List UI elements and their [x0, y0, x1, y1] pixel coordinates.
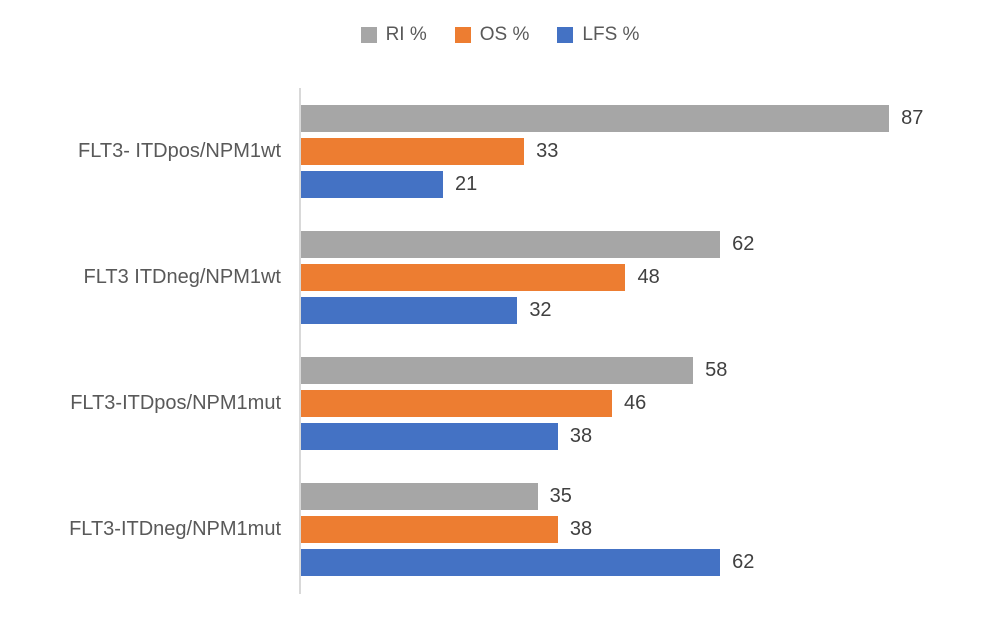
bar-value-label: 21	[454, 173, 478, 195]
legend-item: OS %	[454, 24, 530, 46]
category-group: 58 46 38	[301, 357, 977, 450]
bar-value-label: 58	[705, 359, 728, 381]
category-group: 62 48 32	[301, 231, 977, 324]
category-axis: FLT3- ITDpos/NPM1wt FLT3 ITDneg/NPM1wt FLT…	[0, 88, 299, 594]
legend-item: RI %	[360, 24, 427, 46]
bar-row: 35	[301, 483, 977, 510]
category-label: FLT3-ITDpos/NPM1mut	[70, 392, 281, 414]
bar-row: 38	[301, 516, 977, 543]
bar-ri	[301, 357, 694, 384]
legend-swatch-icon	[454, 27, 471, 43]
bar-value-label: 32	[529, 299, 552, 321]
legend-label: RI %	[385, 24, 427, 45]
category-label: FLT3- ITDpos/NPM1wt	[78, 140, 281, 162]
bar-value-label: 38	[569, 518, 593, 540]
bar-row: 87	[301, 105, 977, 132]
bar-row: 58	[301, 357, 977, 384]
bar-value-label: 62	[732, 551, 755, 573]
bar-lfs	[301, 423, 558, 450]
bar-row: 62	[301, 549, 977, 576]
bar-value-label: 38	[569, 425, 593, 447]
bars-area: 87 33 21 62 48 32 58 46 38 35 38 62	[299, 88, 977, 594]
legend-swatch-icon	[360, 27, 377, 43]
bar-value-label: 46	[623, 392, 647, 414]
bar-lfs	[301, 549, 721, 576]
bar-value-label: 62	[732, 233, 755, 255]
bar-value-label: 33	[536, 140, 559, 162]
legend-label: LFS %	[582, 24, 640, 45]
bar-value-label: 87	[901, 107, 924, 129]
bar-ri	[301, 483, 538, 510]
bar-ri	[301, 105, 890, 132]
category-label: FLT3-ITDneg/NPM1mut	[69, 518, 281, 540]
category-group: 87 33 21	[301, 105, 977, 198]
bar-row: 46	[301, 390, 977, 417]
bar-lfs	[301, 297, 518, 324]
bar-row: 62	[301, 231, 977, 258]
plot-area: FLT3- ITDpos/NPM1wt FLT3 ITDneg/NPM1wt FLT…	[0, 88, 977, 594]
bar-row: 48	[301, 264, 977, 291]
bar-value-label: 35	[549, 485, 572, 507]
legend-label: OS %	[479, 24, 530, 45]
bar-row: 38	[301, 423, 977, 450]
legend-swatch-icon	[557, 27, 574, 43]
bar-os	[301, 264, 626, 291]
legend: RI % OS % LFS %	[0, 24, 1000, 46]
legend-item: LFS %	[557, 24, 639, 46]
bar-value-label: 48	[637, 266, 660, 288]
bar-os	[301, 138, 525, 165]
bar-os	[301, 516, 558, 543]
bar-lfs	[301, 171, 443, 198]
bar-os	[301, 390, 612, 417]
bar-ri	[301, 231, 721, 258]
category-label: FLT3 ITDneg/NPM1wt	[83, 266, 281, 288]
bar-row: 33	[301, 138, 977, 165]
bar-row: 21	[301, 171, 977, 198]
bar-row: 32	[301, 297, 977, 324]
category-group: 35 38 62	[301, 483, 977, 576]
